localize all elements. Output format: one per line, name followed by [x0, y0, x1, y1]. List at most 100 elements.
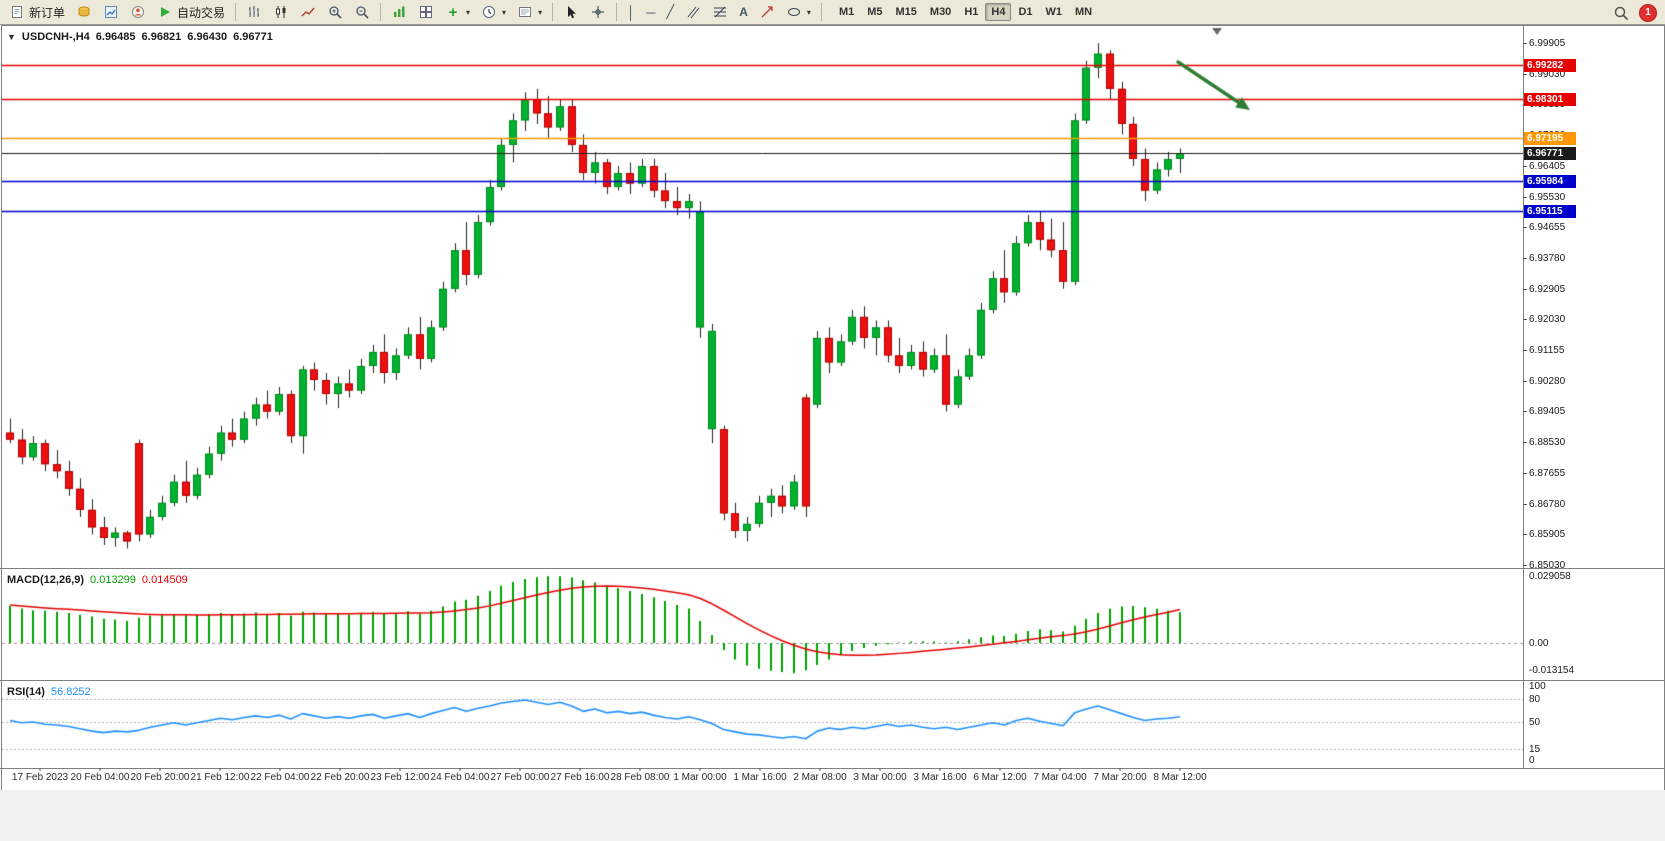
time-axis-tick: [999, 768, 1001, 771]
chevron-down-icon: ▾: [806, 7, 811, 17]
macd-axis-label: 0.029058: [1529, 570, 1571, 582]
timeframe-button-m1[interactable]: M1: [833, 3, 860, 21]
channel-icon[interactable]: [680, 3, 706, 21]
periods-clock-icon: [481, 4, 497, 20]
ohlc-close: 6.96771: [233, 31, 273, 43]
price-axis-label: 6.91155: [1529, 345, 1565, 356]
price-axis-tick: [1523, 289, 1527, 290]
zoom-out-icon[interactable]: [349, 3, 375, 21]
price-axis-tick: [1523, 504, 1527, 505]
chart-collapse-icon[interactable]: ▼: [7, 32, 16, 42]
time-axis-tick: [39, 768, 41, 771]
toolbar-separator: [616, 3, 618, 21]
price-axis-tick: [1523, 166, 1527, 167]
zoom-in-icon[interactable]: [322, 3, 348, 21]
macd-signal-value: 0.014509: [141, 574, 188, 586]
add-indicator-button[interactable]: + ▾: [440, 2, 475, 23]
macd-name: MACD(12,26,9): [7, 574, 85, 586]
crosshair-icon[interactable]: [585, 3, 611, 21]
price-axis-label: 6.85905: [1529, 529, 1566, 541]
time-axis-tick: [879, 768, 881, 771]
price-axis-label: 6.96405: [1529, 160, 1566, 172]
timeframe-button-h1[interactable]: H1: [958, 3, 984, 21]
template-icon: [517, 4, 533, 20]
shapes-button[interactable]: ▾: [781, 1, 816, 24]
time-axis-tick: [939, 768, 941, 771]
price-axis-separator: [1523, 26, 1524, 768]
price-axis-label: 6.99030: [1529, 68, 1566, 80]
chevron-down-icon: ▾: [502, 7, 507, 17]
time-axis-label: 1 Mar 00:00: [673, 772, 727, 783]
time-axis-tick: [1119, 768, 1121, 771]
rsi-name: RSI(14): [7, 686, 45, 698]
rsi-panel-canvas[interactable]: [2, 682, 1523, 766]
price-axis-label: 6.86780: [1529, 498, 1566, 510]
vertical-line-icon[interactable]: │: [627, 4, 636, 20]
price-axis-tick: [1523, 534, 1527, 535]
time-axis-label: 17 Feb 2023: [11, 772, 69, 783]
time-axis-tick: [519, 768, 521, 771]
main-toolbar: 新订单 自动交易: [0, 0, 1665, 25]
time-axis-label: 7 Mar 04:00: [1033, 772, 1087, 783]
price-chart-canvas[interactable]: [2, 26, 1523, 568]
search-icon[interactable]: [1613, 5, 1629, 21]
line-chart-icon[interactable]: [295, 3, 321, 21]
time-axis-tick: [279, 768, 281, 771]
timeframe-button-m30[interactable]: M30: [924, 3, 957, 21]
notifications-badge[interactable]: 1: [1639, 3, 1657, 22]
new-order-label: 新订单: [29, 5, 66, 20]
play-icon: [157, 4, 173, 20]
time-axis-label: 21 Feb 12:00: [190, 772, 250, 783]
timeframe-button-h4[interactable]: H4: [985, 3, 1012, 21]
timeframe-button-w1[interactable]: W1: [1040, 3, 1069, 21]
tile-windows-icon[interactable]: [413, 3, 439, 21]
horizontal-line-icon[interactable]: ─: [646, 4, 656, 20]
timeframe-group: M1 M5 M15 M30 H1 H4 D1 W1 MN: [833, 3, 1098, 21]
time-axis-tick: [579, 768, 581, 771]
time-axis-label: 3 Mar 00:00: [853, 772, 907, 783]
data-window-icon[interactable]: [98, 3, 124, 21]
time-axis-label: 20 Feb 20:00: [130, 772, 190, 783]
cursor-icon[interactable]: [558, 3, 584, 21]
time-axis-tick: [1059, 768, 1061, 771]
macd-main-value: 0.013299: [90, 574, 136, 586]
toolbar-separator: [380, 3, 382, 21]
indicators-icon[interactable]: [386, 3, 412, 21]
macd-panel-divider[interactable]: [0, 568, 1665, 569]
time-axis-tick: [459, 768, 461, 771]
timeframe-button-d1[interactable]: D1: [1012, 3, 1038, 21]
price-axis-label: 6.99905: [1529, 38, 1566, 50]
price-axis-label: 6.85030: [1529, 559, 1566, 571]
rsi-value: 56.8252: [50, 686, 91, 698]
ohlc-low: 6.96430: [187, 31, 228, 43]
rsi-panel-divider[interactable]: [0, 680, 1665, 681]
time-axis-label: 1 Mar 16:00: [733, 772, 787, 783]
time-axis-tick: [699, 768, 701, 771]
text-icon[interactable]: A: [739, 5, 748, 19]
timeframe-button-m15[interactable]: M15: [890, 3, 923, 21]
timeframe-button-mn[interactable]: MN: [1069, 3, 1098, 21]
macd-axis-label: -0.013154: [1529, 665, 1575, 676]
time-axis-divider[interactable]: [0, 768, 1665, 769]
toolbar-separator: [552, 3, 554, 21]
arrows-icon[interactable]: [754, 3, 780, 21]
toolbar-separator: [820, 3, 822, 21]
market-watch-icon[interactable]: [71, 3, 97, 21]
templates-button[interactable]: ▾: [512, 2, 547, 23]
time-axis-label: 3 Mar 16:00: [913, 772, 967, 783]
periods-button[interactable]: ▾: [476, 2, 511, 23]
shapes-ellipse-icon: [786, 4, 802, 20]
time-axis-tick: [399, 768, 401, 771]
time-axis-tick: [1179, 768, 1181, 771]
chart-title: ▼ USDCNH-,H4 6.96485 6.96821 6.96430 6.9…: [7, 31, 273, 43]
auto-trading-button[interactable]: 自动交易: [152, 2, 230, 23]
candlestick-chart-icon[interactable]: [268, 3, 294, 21]
price-axis-tick: [1523, 381, 1527, 382]
bar-chart-icon[interactable]: [241, 3, 267, 21]
fibonacci-icon[interactable]: [707, 3, 733, 21]
timeframe-button-m5[interactable]: M5: [861, 3, 888, 21]
new-order-button[interactable]: 新订单: [4, 2, 70, 23]
macd-panel-canvas[interactable]: [2, 570, 1523, 678]
community-icon[interactable]: [125, 3, 151, 21]
trendline-icon[interactable]: ╱: [666, 4, 675, 19]
